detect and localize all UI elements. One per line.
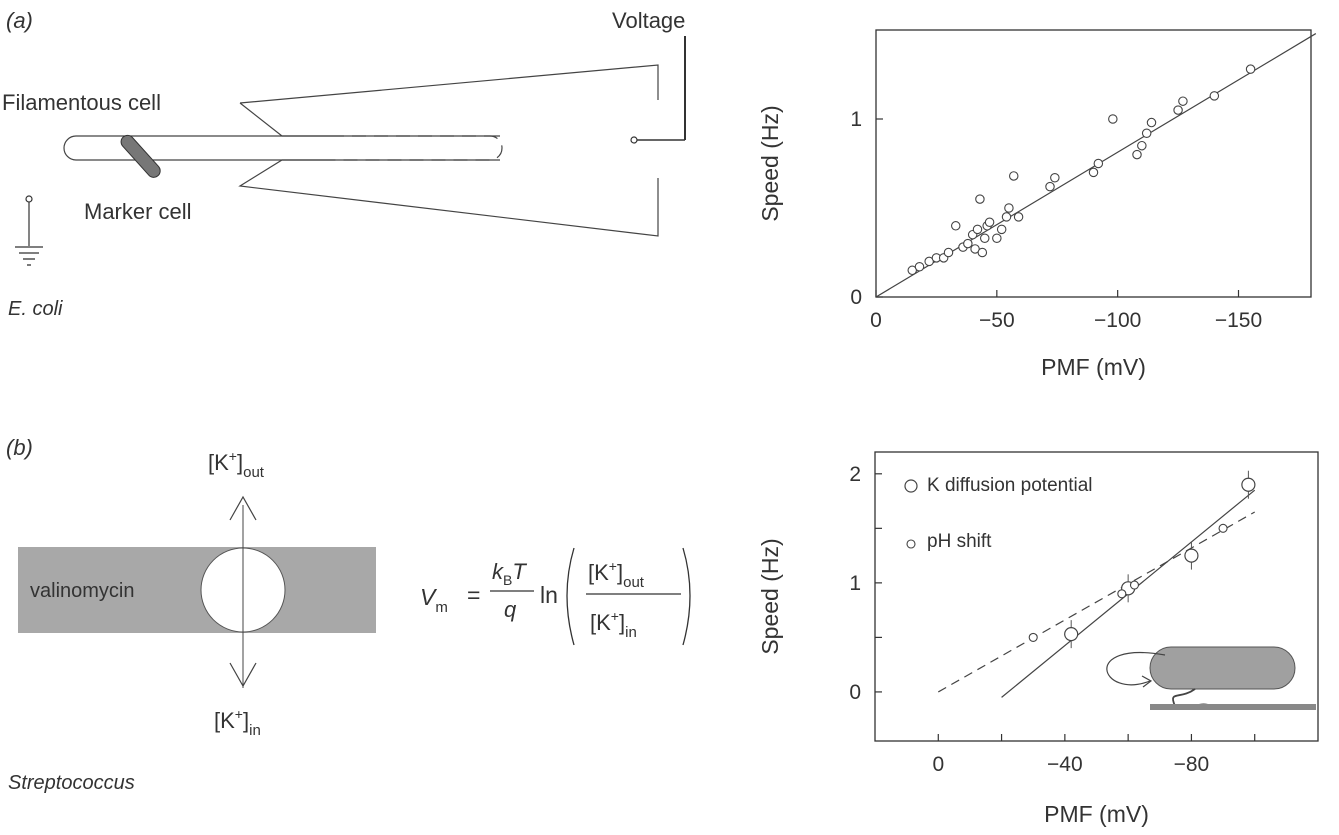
- fit-line-ph-shift: [937, 511, 1256, 693]
- data-point: [1178, 96, 1188, 106]
- eq-lhs: Vm: [420, 584, 448, 616]
- data-point: [984, 217, 995, 227]
- rotation-arrowhead-icon: [1141, 675, 1153, 688]
- data-point-ph-shift: [1129, 580, 1140, 590]
- data-point: [1245, 64, 1256, 74]
- k-out-label: [K+]out: [208, 448, 265, 481]
- inset-cell-body: [1149, 646, 1296, 690]
- panel-a-label: (a): [6, 8, 33, 33]
- x-tick-label: −40: [1047, 753, 1083, 776]
- data-point: [943, 247, 954, 258]
- data-point: [1108, 114, 1118, 124]
- eq-denominator: q: [504, 597, 517, 622]
- data-point: [1008, 171, 1019, 181]
- data-point: [975, 194, 985, 204]
- data-point: [1004, 203, 1014, 213]
- legend-label-ph-shift: pH shift: [927, 531, 992, 552]
- data-point: [1209, 91, 1220, 101]
- legend-marker-k-diffusion: [904, 479, 918, 493]
- x-tick-label: −50: [979, 309, 1015, 332]
- data-point: [1141, 128, 1152, 138]
- data-point: [1132, 149, 1142, 160]
- panel-a-diagram: (a) Voltage Filamentous cell Marker cell…: [2, 8, 686, 320]
- eq-left-paren: [566, 547, 575, 646]
- data-point: [1088, 167, 1099, 178]
- nernst-equation: Vm = kBT q ln [K+]out [K+]in: [420, 547, 691, 646]
- ground-terminal: [25, 195, 33, 203]
- inset-surface: [1150, 704, 1316, 710]
- data-point: [972, 224, 983, 235]
- eq-equals: =: [467, 582, 480, 608]
- tethered-cell-inset: [1106, 646, 1316, 710]
- data-point: [996, 224, 1007, 235]
- eq-frac-numerator: [K+]out: [588, 558, 645, 591]
- data-point-k-diffusion: [1064, 627, 1079, 642]
- marker-cell: [120, 134, 161, 178]
- valinomycin-label: valinomycin: [30, 580, 134, 602]
- data-point: [950, 221, 961, 231]
- panel-b-label: (b): [6, 435, 33, 460]
- data-point: [1050, 172, 1060, 183]
- ground-icon: [15, 246, 43, 266]
- e-coli-label: E. coli: [8, 298, 63, 320]
- micropipette: [238, 64, 659, 237]
- x-tick-label: 0: [932, 753, 944, 776]
- k-in-label: [K+]in: [214, 706, 261, 739]
- arrow-down-icon: [229, 662, 257, 688]
- y-axis-label: Speed (Hz): [757, 105, 783, 221]
- chart-pmf-speed-b: 0 −40 −80 0 1 2 PMF (mV) Speed (Hz) K diffusion …: [757, 451, 1319, 827]
- y-tick-label: 1: [850, 108, 862, 131]
- eq-ln: ln: [540, 582, 558, 608]
- voltage-label: Voltage: [612, 8, 685, 33]
- y-tick-label: 1: [849, 572, 861, 595]
- eq-numerator: kBT: [492, 559, 527, 588]
- filamentous-cell-label: Filamentous cell: [2, 90, 161, 115]
- data-point: [1045, 181, 1055, 192]
- data-point: [914, 261, 925, 272]
- membrane: [18, 547, 376, 633]
- plot-frame: [875, 29, 1312, 298]
- plot-frame: [874, 451, 1319, 742]
- data-point-k-diffusion: [1184, 548, 1199, 563]
- data-point: [1093, 158, 1104, 169]
- x-axis-label: PMF (mV): [1044, 801, 1149, 827]
- arrow-up-icon: [229, 495, 257, 521]
- y-tick-label: 2: [849, 463, 861, 486]
- data-point: [1137, 140, 1147, 151]
- eq-frac-denominator: [K+]in: [590, 608, 637, 641]
- y-tick-label: 0: [849, 681, 861, 704]
- data-point: [992, 233, 1002, 244]
- x-tick-label: −80: [1174, 753, 1210, 776]
- filamentous-cell-inside: [330, 135, 503, 161]
- y-tick-label: 0: [850, 286, 862, 309]
- data-point: [1173, 105, 1183, 115]
- legend-label-k-diffusion: K diffusion potential: [927, 475, 1093, 496]
- x-axis-label: PMF (mV): [1041, 354, 1146, 380]
- data-point-ph-shift: [1028, 632, 1038, 642]
- marker-cell-label: Marker cell: [84, 199, 192, 224]
- x-tick-label: 0: [870, 309, 882, 332]
- data-point: [1013, 212, 1024, 222]
- data-point: [963, 238, 973, 249]
- data-point-k-diffusion: [1241, 477, 1256, 492]
- x-tick-label: −150: [1215, 309, 1262, 332]
- data-point: [1146, 117, 1157, 128]
- data-point: [979, 233, 990, 244]
- data-point-ph-shift: [1218, 523, 1228, 533]
- electrode-terminal: [630, 136, 638, 144]
- data-point: [977, 247, 988, 258]
- x-tick-label: −100: [1094, 309, 1141, 332]
- filamentous-cell: [63, 135, 330, 161]
- chart-pmf-speed-a: 0 −50 −100 −150 0 1 PMF (mV) Speed (Hz): [757, 29, 1317, 380]
- data-point-ph-shift: [1117, 589, 1127, 599]
- data-point: [1001, 212, 1012, 222]
- streptococcus-label: Streptococcus: [8, 772, 135, 794]
- y-axis-label: Speed (Hz): [757, 538, 783, 654]
- panel-b-diagram: (b) valinomycin [K+]out [K+]in Streptoco…: [6, 435, 691, 794]
- eq-right-paren: [682, 547, 691, 646]
- rotation-arrow-icon: [1106, 652, 1166, 686]
- legend-marker-ph-shift: [906, 539, 916, 549]
